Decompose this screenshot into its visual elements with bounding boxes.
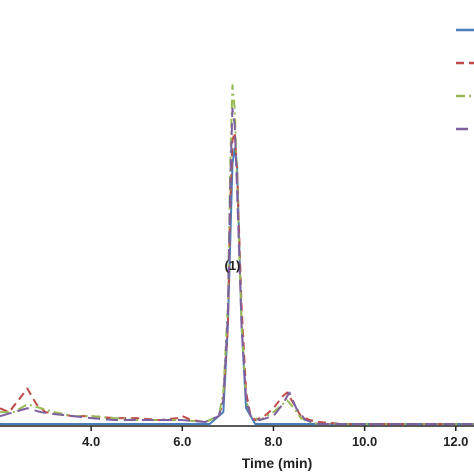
legend [456,28,474,131]
x-tick-label: 6.0 [173,434,191,449]
series-line-4 [0,107,474,425]
plot-lines [0,84,474,425]
x-tick-label: 12.0 [443,434,468,449]
x-ticks: 4.0 6.0 8.0 10.0 12.0 [82,426,468,449]
series-line-2 [0,131,474,425]
x-tick-label: 8.0 [264,434,282,449]
series-line-3 [0,84,474,425]
x-tick-label: 10.0 [352,434,377,449]
x-tick-label: 4.0 [82,434,100,449]
peak-label: (1) [224,258,240,273]
x-axis-title: Time (min) [242,455,313,471]
